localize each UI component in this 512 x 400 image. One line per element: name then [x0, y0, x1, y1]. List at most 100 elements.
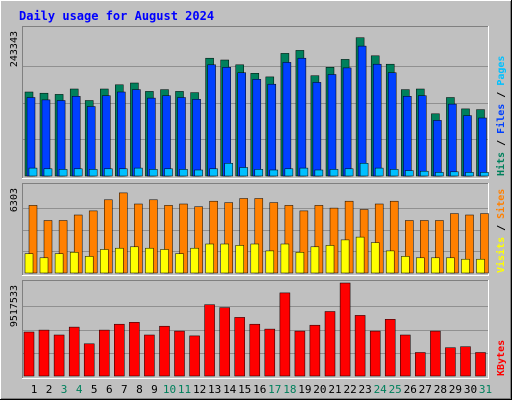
bar-kbytes-day-11: [174, 330, 185, 377]
bar-visits-day-16: [250, 243, 260, 274]
legend-entry: Pages: [496, 56, 507, 86]
bar-pages-day-8: [134, 167, 143, 177]
bar-files-day-9: [147, 97, 156, 177]
bar-files-day-8: [132, 89, 141, 177]
bar-kbytes-day-15: [234, 317, 245, 377]
x-tick-label: 20: [313, 383, 326, 396]
bar-pages-day-15: [239, 167, 248, 177]
bar-visits-day-26: [401, 256, 410, 274]
bar-pages-day-28: [435, 172, 444, 177]
bar-files-day-31: [478, 117, 487, 177]
chart-title: Daily usage for August 2024: [19, 9, 214, 23]
bar-files-day-22: [342, 67, 352, 177]
panel-hits-max-label: 243343: [9, 31, 20, 67]
bar-visits-day-9: [145, 247, 154, 274]
legend-entry: KBytes: [496, 340, 507, 376]
x-tick-label: 30: [464, 383, 477, 396]
bar-files-day-11: [177, 97, 186, 177]
bar-visits-day-3: [54, 253, 64, 274]
bar-pages-day-16: [254, 169, 264, 177]
bar-files-day-7: [117, 91, 126, 177]
bar-visits-day-17: [265, 250, 275, 274]
bar-pages-day-4: [73, 168, 83, 177]
bar-kbytes-day-14: [219, 307, 230, 377]
x-tick-label: 2: [46, 383, 53, 396]
bar-kbytes-day-10: [159, 325, 170, 377]
bar-visits-day-5: [84, 256, 94, 274]
bar-files-day-13: [207, 64, 216, 177]
bar-visits-day-7: [115, 247, 124, 274]
x-tick-label: 5: [91, 383, 98, 396]
x-tick-label: 17: [268, 383, 281, 396]
bar-files-day-25: [387, 72, 397, 177]
bar-files-day-2: [41, 99, 51, 177]
bar-pages-day-31: [480, 172, 489, 177]
chart-panels: 243343 Hits / Files / Pages 6303 Visits / S…: [9, 26, 507, 379]
bar-pages-day-18: [284, 168, 294, 177]
bar-kbytes-day-24: [369, 330, 381, 377]
x-tick-label: 3: [61, 383, 68, 396]
bar-pages-day-29: [450, 171, 459, 177]
bar-files-day-27: [418, 95, 427, 177]
bar-kbytes-day-3: [53, 334, 65, 377]
legend-entry: /: [496, 219, 507, 237]
bar-pages-day-24: [374, 167, 384, 177]
bar-pages-day-19: [299, 167, 309, 177]
legend-entry: Visits: [495, 237, 507, 273]
x-tick-label: 23: [358, 383, 371, 396]
bar-visits-day-21: [325, 245, 335, 274]
bar-visits-day-25: [385, 250, 395, 274]
panel-kbytes-max-label: 9517533: [9, 285, 20, 327]
bar-files-day-16: [252, 79, 262, 177]
bar-visits-day-2: [39, 257, 49, 274]
x-tick-label: 22: [343, 383, 356, 396]
x-tick-label: 18: [283, 383, 296, 396]
bar-visits-day-30: [461, 258, 470, 274]
bar-pages-day-21: [329, 169, 339, 177]
bar-pages-day-26: [405, 170, 414, 177]
bar-kbytes-day-29: [445, 347, 456, 377]
bar-pages-day-23: [359, 163, 369, 177]
bar-pages-day-22: [344, 168, 354, 177]
bar-kbytes-day-25: [384, 319, 396, 377]
x-tick-label: 16: [253, 383, 266, 396]
bar-visits-day-28: [431, 257, 440, 274]
bar-visits-day-8: [130, 246, 139, 274]
bar-kbytes-day-2: [38, 329, 50, 377]
bar-kbytes-day-21: [324, 311, 336, 377]
bar-files-day-4: [71, 96, 81, 177]
bar-pages-day-20: [314, 169, 324, 177]
legend-entry: /: [496, 86, 507, 104]
x-tick-label: 29: [449, 383, 462, 396]
bar-files-day-18: [282, 62, 292, 177]
x-tick-label: 27: [419, 383, 432, 396]
bar-kbytes-day-22: [339, 282, 351, 377]
panel-kbytes: 9517533 KBytes: [9, 280, 507, 379]
legend-entry: Files: [495, 104, 507, 134]
x-tick-label: 14: [223, 383, 237, 396]
bar-pages-day-13: [209, 168, 218, 177]
bar-visits-day-29: [446, 257, 455, 274]
bar-files-day-12: [192, 99, 201, 177]
legend-entry: Hits: [495, 152, 507, 176]
bar-kbytes-day-20: [309, 324, 321, 377]
x-tick-label: 11: [178, 383, 191, 396]
bar-files-day-28: [433, 120, 442, 177]
bar-visits-day-20: [310, 246, 320, 274]
panel-hits: 243343 Hits / Files / Pages: [9, 26, 507, 179]
bar-kbytes-day-17: [264, 328, 276, 377]
bar-visits-day-12: [190, 247, 199, 274]
x-tick-label: 15: [238, 383, 251, 396]
bar-files-day-15: [237, 72, 246, 177]
bar-files-day-19: [297, 57, 307, 177]
bar-visits-day-31: [476, 258, 485, 274]
bar-kbytes-day-12: [189, 335, 200, 377]
x-axis-tick-labels: 1 2 3 4 5 6 7 8 9 10 11 12 13 14 15 16 17 18 19 20 21 22 23 24 2…: [31, 383, 492, 396]
bar-files-day-1: [26, 97, 36, 177]
x-tick-label: 9: [151, 383, 158, 396]
bar-visits-day-4: [69, 252, 79, 274]
bar-files-day-20: [312, 82, 322, 177]
x-tick-label: 19: [298, 383, 311, 396]
bar-pages-day-5: [88, 169, 98, 177]
